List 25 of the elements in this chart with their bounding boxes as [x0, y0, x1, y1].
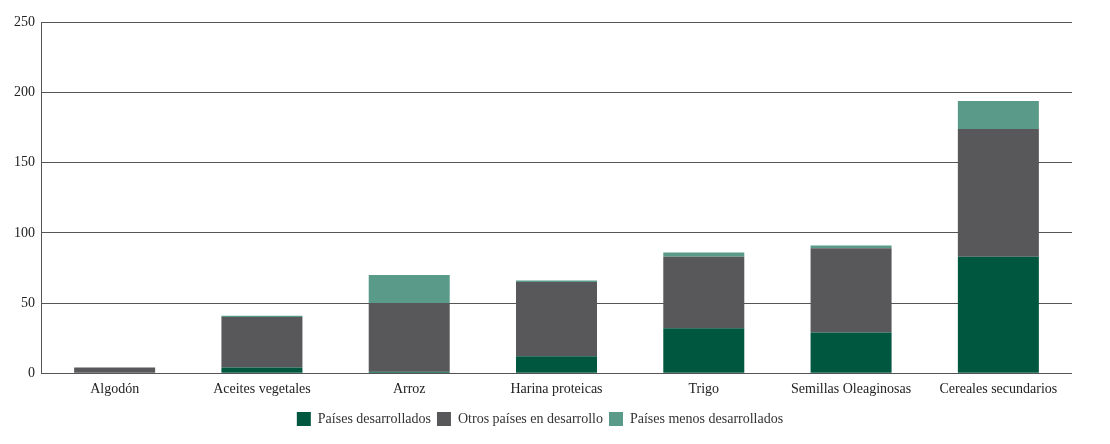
bar — [957, 256, 1039, 373]
bar — [957, 100, 1039, 130]
y-tick-label: 200 — [14, 84, 35, 100]
legend-label: Otros países en desarrollo — [457, 410, 603, 426]
x-tick-label: Trigo — [688, 381, 720, 397]
x-tick-label: Aceites vegetales — [213, 381, 311, 397]
legend-label: Países desarrollados — [317, 410, 431, 426]
bar — [810, 332, 892, 373]
y-tick-label: 150 — [14, 154, 35, 170]
x-tick-label: Cereales secundarios — [939, 381, 1058, 397]
bar — [663, 328, 745, 373]
bar — [368, 274, 450, 304]
x-tick-label: Arroz — [392, 381, 426, 397]
y-tick-label: 250 — [14, 14, 35, 30]
bar — [221, 367, 303, 373]
x-tick-label: Semillas Oleaginosas — [790, 381, 912, 397]
y-tick-label: 100 — [14, 224, 35, 240]
bar — [221, 317, 303, 368]
bar — [663, 252, 745, 257]
y-tick-label: 0 — [28, 364, 35, 380]
y-tick-label: 50 — [21, 294, 35, 310]
legend-label: Países menos desarrollados — [629, 410, 784, 426]
x-tick-label: Harina proteicas — [510, 381, 603, 397]
bar — [516, 356, 597, 373]
x-tick-label: Algodón — [90, 381, 140, 397]
